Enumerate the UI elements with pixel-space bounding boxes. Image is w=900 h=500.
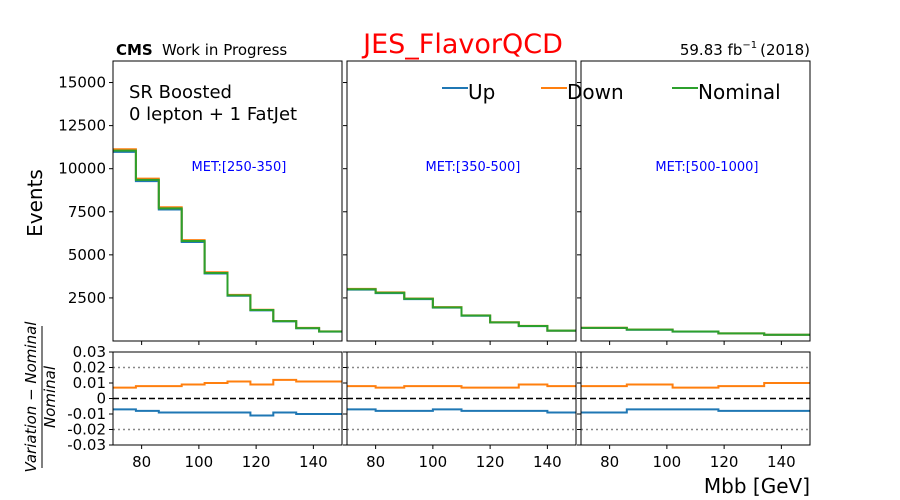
ratio-y-tick-label: -0.02 [67,421,106,439]
panel-met-label: MET:[500-1000] [655,160,758,175]
x-tick-label: 80 [600,453,619,471]
x-tick-label: 120 [242,453,271,471]
ratio-y-numerator: Variation − Nominal [22,321,40,473]
ratio-y-axis-label: Variation − Nominal Nominal [22,321,59,473]
lumi-label: 59.83 fb−1 (2018) [680,40,810,59]
x-tick-label: 100 [653,453,682,471]
ratio-series-down [581,382,810,389]
x-tick-label: 120 [710,453,739,471]
ratio-histograms [113,378,342,417]
ratio-y-tick-label: -0.01 [67,405,106,423]
ratio-series-up [113,408,342,417]
x-tick-label: 80 [132,453,151,471]
panel-3: MET:[500-1000] 80 100 120 140 [577,60,811,471]
panel-met-label: MET:[250-350] [192,160,287,175]
ratio-series-down [347,383,576,389]
legend-up-label: Up [468,80,495,104]
y-axis-label: Events [23,169,47,237]
ratio-histograms [347,383,576,414]
y-tick-label: 2500 [68,289,106,307]
x-tick-label: 100 [185,453,214,471]
main-histograms [581,326,810,336]
x-tick-label: 120 [476,453,505,471]
series-nominal [113,149,342,333]
y-tick-label: 5000 [68,246,106,264]
ratio-y-tick-label: 0 [96,390,106,408]
main-histograms [347,287,576,332]
chart-title: JES_FlavorQCD [361,29,563,60]
ratio-y-tick-label: -0.03 [67,436,106,454]
y-tick-label: 7500 [68,203,106,221]
y-tick-label: 15000 [58,74,106,92]
x-tick-label: 140 [533,453,562,471]
legend: Up Down Nominal [442,80,781,104]
main-histograms [113,148,342,333]
panel-1: MET:[250-350] 80 100 120 140 2500 5000 7500 1000… [58,60,343,471]
ratio-histograms [581,382,810,414]
main-axes-frame [112,60,343,342]
x-tick-label: 80 [366,453,385,471]
cms-label: CMS [116,41,153,59]
panel-met-label: MET:[350-500] [426,160,521,175]
ratio-series-up [347,408,576,414]
panel-2: MET:[350-500] 80 100 120 140 [343,60,577,471]
region-label-2: 0 lepton + 1 FatJet [129,104,297,125]
ratio-series-up [581,408,810,414]
series-nominal [581,326,810,336]
series-nominal [347,288,576,332]
legend-nominal-label: Nominal [698,80,781,104]
panels: MET:[250-350]80 100 120 1402500500075001000… [58,60,811,471]
ratio-y-tick-label: 0.02 [73,359,106,377]
y-tick-label: 12500 [58,117,106,135]
ratio-y-tick-label: 0.03 [73,343,106,361]
ratio-y-tick-label: 0.01 [73,374,106,392]
x-tick-label: 140 [767,453,796,471]
ratio-series-down [113,378,342,389]
main-axes-frame [580,60,811,342]
series-down [113,148,342,333]
x-tick-label: 140 [299,453,328,471]
x-axis-label: Mbb [GeV] [704,474,810,498]
x-tick-label: 100 [419,453,448,471]
y-tick-label: 10000 [58,160,106,178]
main-axes-frame [346,60,577,342]
ratio-y-denominator: Nominal [41,365,59,428]
region-label-1: SR Boosted [129,82,232,103]
wip-label: Work in Progress [162,41,287,59]
